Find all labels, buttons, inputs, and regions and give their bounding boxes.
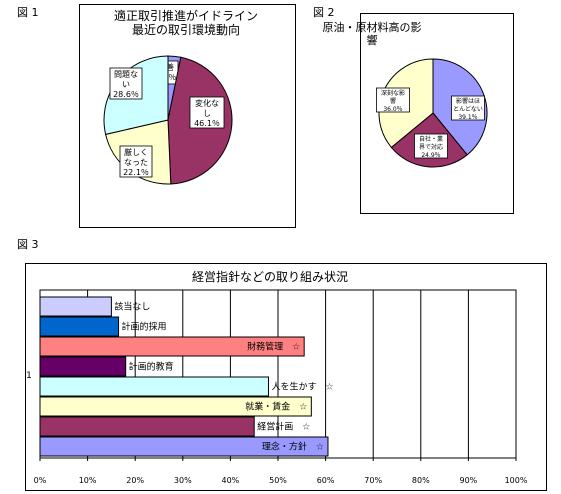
- pie2-slice-label: 響: [390, 97, 396, 105]
- pie2-slice-percent: 36.0％: [383, 106, 402, 113]
- pie1-slice-label: 変化な: [195, 98, 219, 108]
- pie2-slice-percent: 24.9％: [421, 152, 440, 159]
- pie2-label-box: [451, 95, 485, 121]
- pie2-title-line: 原油・原材料高の影: [323, 20, 422, 34]
- pie1-slice-label: い: [122, 80, 130, 89]
- bar-data-label: 財務管理 ☆: [247, 341, 300, 353]
- bar-x-tick-label: 70%: [364, 476, 382, 485]
- pie1-slice-label: なった: [124, 158, 148, 167]
- bar-data-label: 経営計画 ☆: [257, 421, 310, 433]
- bar-data-label: 人を生かす ☆: [271, 381, 333, 393]
- bar-data-label: 理念・方針 ☆: [262, 441, 324, 453]
- bar-x-tick-label: 20%: [126, 476, 144, 485]
- bar-x-tick-label: 0%: [34, 476, 47, 485]
- pie2-title-line: 響: [367, 33, 378, 47]
- bar-x-tick-label: 50%: [269, 476, 287, 485]
- bar-chart-title: 経営指針などの取り組み状況: [192, 269, 348, 284]
- pie2-label-box: [414, 133, 448, 159]
- bar-x-tick-label: 80%: [412, 476, 430, 485]
- bar-x-tick-label: 90%: [460, 476, 478, 485]
- bar-category-axis-label: 1: [26, 371, 32, 381]
- bar-chart: 経営指針などの取り組み状況 0% 10% 20% 30% 40% 50% 60% 70% 80% 9…: [26, 269, 528, 485]
- pie2-slice-label: とんどない: [453, 105, 483, 113]
- bar-5: [39, 376, 269, 397]
- pie1-title-line: 適正取引推進がイドライン: [114, 8, 258, 23]
- bar-8: [39, 436, 329, 457]
- bar-data-label: 計画的採用: [122, 321, 167, 333]
- bar-6: [39, 396, 312, 417]
- pie2-label-box: [376, 87, 410, 113]
- pie2-slice-label: 界で対応: [419, 143, 443, 151]
- figure-2-label: 図 2: [313, 6, 335, 19]
- bar-x-tick-label: 30%: [174, 476, 192, 485]
- pie2-slice-percent: 39.1％: [458, 114, 477, 121]
- bar-data-label: 該当なし: [114, 301, 150, 313]
- pie1-label-box: [119, 145, 153, 178]
- pie1-label-box: [189, 96, 225, 129]
- pie1-label-box: [109, 67, 143, 100]
- bar-data-label: 計画的教育: [129, 361, 174, 373]
- figure-3-label: 図 3: [17, 238, 39, 251]
- pie1-title-line: 最近の取引環境動向: [132, 22, 240, 37]
- pie-chart-2: 原油・原材料高の影響影響はほとんどない39.1％自社・業界で対応24.9％深刻な…: [323, 20, 488, 168]
- pie1-slice-label: し: [203, 109, 211, 118]
- pie1-slice-label: 問題な: [114, 70, 138, 79]
- bar-data-label: 就業・賃金 ☆: [245, 401, 307, 413]
- pie2-slice-label: 自社・業: [419, 135, 443, 143]
- bar-x-tick-label: 10%: [79, 476, 97, 485]
- pie1-slice-label: 厳しく: [124, 147, 148, 157]
- pie1-slice-percent: 22.1％: [123, 168, 149, 177]
- figure-1-label: 図 1: [17, 6, 39, 19]
- bar-3: [39, 336, 305, 357]
- bar-7: [39, 416, 255, 437]
- pie1-slice-percent: 28.6％: [113, 90, 139, 99]
- bar-x-tick-label: 100%: [505, 476, 528, 485]
- pie-chart-1: 適正取引推進がイドライン最近の取引環境動向改善3.2％変化なし46.1％厳しくな…: [103, 8, 258, 185]
- bar-2: [39, 316, 120, 337]
- bar-x-tick-label: 40%: [222, 476, 240, 485]
- pie2-slice-label: 影響はほ: [456, 97, 480, 105]
- bar-1: [39, 296, 112, 317]
- pie2-slice-label: 深刻な影: [381, 89, 405, 97]
- bar-4: [39, 356, 127, 377]
- pie1-slice-percent: 46.1％: [194, 119, 220, 128]
- bar-x-tick-label: 60%: [317, 476, 335, 485]
